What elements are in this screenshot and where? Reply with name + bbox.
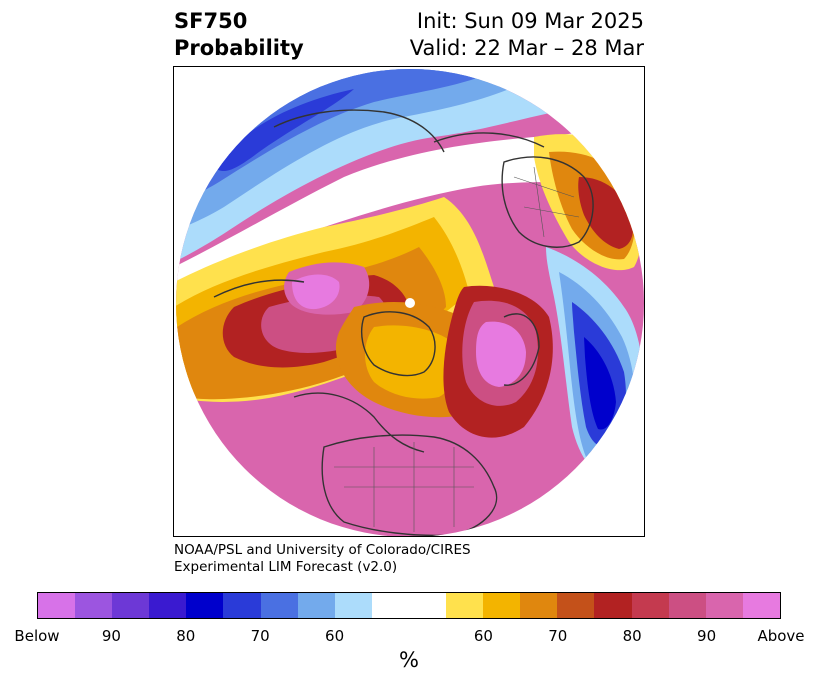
colorbar-segment [186, 593, 224, 618]
blue-core [214, 89, 354, 172]
title-left: SF750 Probability [174, 8, 304, 62]
north-america-outline [321, 434, 498, 536]
title-variable: SF750 [174, 9, 248, 33]
max-above-2 [476, 321, 526, 387]
arctic-archipelago-outline [361, 311, 436, 377]
colorbar-segment [149, 593, 187, 618]
credit-line-2: Experimental LIM Forecast (v2.0) [174, 559, 398, 575]
colorbar-tick-label: 70 [548, 627, 568, 645]
credit-line-1: NOAA/PSL and University of Colorado/CIRE… [174, 542, 471, 558]
colorbar-segment [520, 593, 558, 618]
colorbar-segment [594, 593, 632, 618]
colorbar-tick-label: 80 [622, 627, 642, 645]
colorbar-tick-label: Above [757, 627, 805, 645]
colorbar-segment [297, 593, 335, 618]
colorbar-segment [631, 593, 669, 618]
africa-edge [433, 132, 545, 148]
max-above-1 [292, 274, 340, 310]
colorbar-tick-label: 60 [325, 627, 345, 645]
arctic-yellow [365, 325, 461, 399]
colorbar-segment [371, 593, 409, 618]
colorbar-segment [557, 593, 595, 618]
colorbar-segment [742, 593, 780, 618]
colorbar-segment [260, 593, 298, 618]
colorbar-tick-label: 90 [697, 627, 717, 645]
colorbar-tick-label: 60 [473, 627, 493, 645]
colorbar-segment [668, 593, 706, 618]
title-right: Init: Sun 09 Mar 2025 Valid: 22 Mar – 28… [410, 8, 644, 62]
polar-map [176, 69, 644, 536]
colorbar-segment [483, 593, 521, 618]
colorbar-segment [705, 593, 743, 618]
colorbar [37, 592, 781, 619]
colorbar-segment [112, 593, 150, 618]
title-init: Init: Sun 09 Mar 2025 [416, 9, 644, 33]
coastlines [213, 109, 594, 536]
greenland-outline [503, 313, 540, 386]
colorbar-segment [408, 593, 447, 618]
colorbar-tick-label: Below [14, 627, 60, 645]
colorbar-segment [38, 593, 76, 618]
east-blue-core [584, 337, 616, 430]
colorbar-segment [223, 593, 261, 618]
map-panel [173, 66, 645, 537]
neutral-belt [176, 122, 644, 282]
colorbar-segment [334, 593, 372, 618]
europe-outline [501, 156, 594, 248]
credit-text: NOAA/PSL and University of Colorado/CIRE… [174, 542, 471, 576]
colorbar-segment [75, 593, 113, 618]
title-type: Probability [174, 36, 304, 60]
borders [334, 166, 580, 532]
title-valid: Valid: 22 Mar – 28 Mar [409, 36, 644, 60]
colorbar-segment [446, 593, 484, 618]
pole-hole [405, 298, 415, 308]
colorbar-unit: % [399, 648, 419, 672]
colorbar-tick-label: 80 [176, 627, 196, 645]
colorbar-tick-label: 70 [250, 627, 270, 645]
asia-edge [273, 109, 445, 153]
colorbar-tick-label: 90 [101, 627, 121, 645]
